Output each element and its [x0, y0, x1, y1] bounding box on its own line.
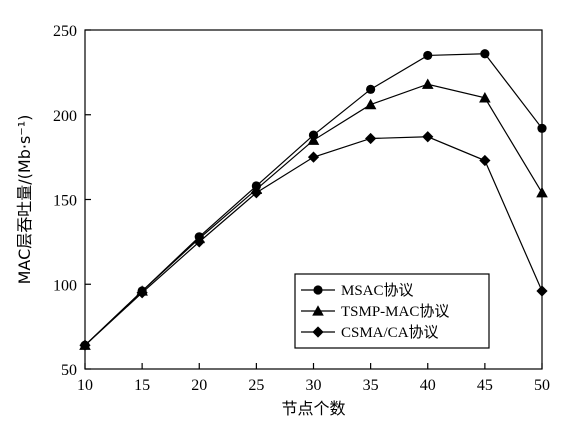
tick-labels: 10 15 20 25 30 35 40 45 50 50 100 150 200 250: [53, 23, 550, 394]
data-point-series-1: [480, 49, 490, 59]
x-tick-label: 35: [363, 377, 379, 394]
legend: MSAC协议 TSMP-MAC协议 CSMA/CA协议: [294, 273, 490, 349]
y-tick-label: 250: [53, 23, 77, 40]
legend-label: CSMA/CA协议: [341, 324, 439, 341]
data-point-series-2: [479, 92, 491, 103]
x-tick-label: 10: [77, 377, 93, 394]
legend-label: TSMP-MAC协议: [341, 303, 449, 320]
legend-marker: [312, 326, 324, 338]
data-point-series-1: [366, 84, 376, 94]
legend-label: MSAC协议: [341, 282, 414, 299]
x-tick-label: 15: [134, 377, 150, 394]
y-tick-label: 150: [53, 193, 77, 210]
x-tick-label: 45: [477, 377, 493, 394]
data-point-series-1: [537, 123, 547, 133]
tick-marks: [84, 29, 543, 370]
data-point-series-3: [479, 154, 491, 167]
data-point-series-3: [307, 151, 320, 163]
data-point-series-3: [79, 339, 91, 351]
data-point-series-3: [136, 287, 148, 299]
data-point-series-3: [193, 236, 205, 248]
legend-marker: [312, 305, 324, 316]
data-point-series-2: [536, 186, 548, 198]
data-point-series-3: [250, 187, 262, 199]
data-point-series-2: [307, 134, 320, 145]
series-markers: [79, 49, 548, 351]
x-tick-label: 40: [420, 377, 436, 394]
x-tick-label: 20: [191, 377, 207, 394]
y-tick-label: 50: [61, 362, 77, 379]
y-axis-label: MAC层吞吐量/(Mb·s⁻¹): [15, 115, 34, 285]
x-tick-label: 25: [248, 377, 264, 394]
x-tick-label: 50: [534, 377, 550, 394]
y-tick-label: 100: [53, 277, 77, 294]
data-point-series-3: [536, 285, 548, 297]
data-point-series-2: [421, 78, 434, 89]
x-tick-label: 30: [306, 377, 322, 394]
x-axis-label: 节点个数: [281, 399, 345, 418]
data-point-series-3: [365, 132, 377, 145]
data-point-series-2: [364, 98, 377, 110]
legend-marker: [313, 285, 323, 295]
data-point-series-3: [422, 131, 434, 143]
y-tick-label: 200: [53, 108, 77, 125]
data-point-series-1: [423, 50, 433, 61]
